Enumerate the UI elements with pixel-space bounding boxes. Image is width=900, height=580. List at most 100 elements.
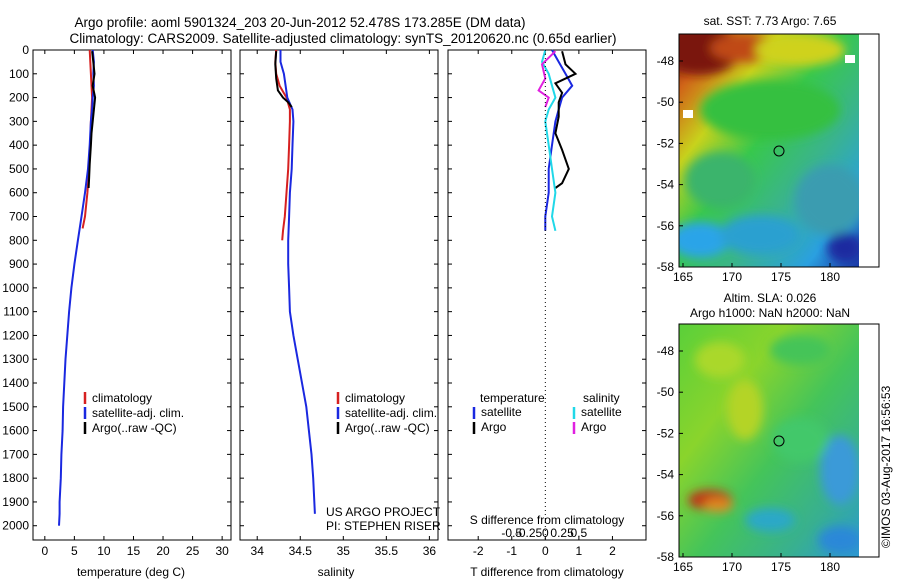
temperature-xlabel: temperature (deg C) bbox=[77, 565, 185, 579]
legend-label-t-satellite: satellite bbox=[481, 405, 522, 419]
y-tick-label: 1500 bbox=[2, 400, 29, 414]
x-tick-label-T: 1 bbox=[576, 544, 583, 558]
y-tick-label: 900 bbox=[9, 257, 29, 271]
salinity-plot-frame bbox=[239, 49, 439, 541]
project-credit: US ARGO PROJECT bbox=[326, 505, 441, 519]
salinity-axes: 34 34.5 35 35.5 36 bbox=[240, 49, 438, 558]
figure-title-line1: Argo profile: aoml 5901324_203 20-Jun-20… bbox=[74, 15, 525, 30]
difference-xlabel-top: S difference from climatology bbox=[470, 513, 625, 527]
sst-map-title: sat. SST: 7.73 Argo: 7.65 bbox=[704, 14, 837, 28]
y-tick-label: 800 bbox=[9, 233, 29, 247]
temperature-series bbox=[58, 49, 97, 526]
y-tick-label: 1700 bbox=[2, 447, 29, 461]
x-tick-label: 0 bbox=[41, 544, 48, 558]
y-tick-label: 1000 bbox=[2, 281, 29, 295]
y-tick-label: 0 bbox=[22, 43, 29, 57]
y-tick-label: 400 bbox=[9, 138, 29, 152]
sst-map bbox=[679, 34, 859, 267]
sst-map-frame bbox=[678, 33, 880, 268]
map-x-tick-label: 170 bbox=[722, 270, 742, 284]
y-tick-label: 1300 bbox=[2, 352, 29, 366]
x-tick-label: 34.5 bbox=[289, 544, 313, 558]
imos-watermark: ©IMOS 03-Aug-2017 16:56:53 bbox=[879, 385, 893, 548]
series-line-satellite bbox=[58, 49, 95, 526]
difference-axes: -2 -1 0 1 2-0.5-0.25 0 0.250.5 bbox=[448, 49, 646, 558]
legend-label-s-argo: Argo bbox=[581, 420, 607, 434]
map-y-tick-label: -48 bbox=[657, 54, 675, 68]
series-line-satellite_salinity_diff bbox=[540, 49, 557, 232]
x-tick-label-T: 2 bbox=[609, 544, 616, 558]
figure-title-line2: Climatology: CARS2009. Satellite-adjuste… bbox=[69, 31, 616, 46]
y-tick-label: 1600 bbox=[2, 424, 29, 438]
temperature-legend: climatology satellite-adj. clim. Argo(..… bbox=[83, 391, 184, 435]
map-x-tick-label: 175 bbox=[771, 270, 791, 284]
legend-label-climatology: climatology bbox=[345, 391, 405, 405]
map-x-tick-label: 165 bbox=[673, 560, 693, 574]
map-x-tick-label: 170 bbox=[722, 560, 742, 574]
map-y-tick-label: -52 bbox=[657, 136, 675, 150]
x-tick-label: 15 bbox=[127, 544, 141, 558]
legend-label-satellite: satellite-adj. clim. bbox=[345, 406, 437, 420]
legend-title-salinity: salinity bbox=[583, 391, 620, 405]
difference-series bbox=[537, 49, 578, 232]
profile-location-marker-sla bbox=[773, 435, 785, 447]
x-tick-label: 30 bbox=[215, 544, 229, 558]
series-line-argo bbox=[87, 51, 97, 189]
x-tick-label-S: -0.5 bbox=[501, 526, 522, 540]
difference-plot-frame bbox=[447, 49, 647, 541]
y-tick-label: 500 bbox=[9, 162, 29, 176]
profile-location-marker bbox=[773, 145, 785, 157]
y-tick-label: 1200 bbox=[2, 328, 29, 342]
y-tick-label: 600 bbox=[9, 186, 29, 200]
map-y-tick-label: -50 bbox=[657, 95, 675, 109]
x-tick-label-T: 0 bbox=[542, 544, 549, 558]
temperature-axes: 0100200300400500600700800900100011001200… bbox=[2, 43, 231, 558]
map-x-tick-label: 175 bbox=[771, 560, 791, 574]
x-tick-label-S: 0 bbox=[542, 526, 549, 540]
sla-map-frame bbox=[678, 323, 880, 558]
x-tick-label: 35.5 bbox=[375, 544, 399, 558]
y-tick-label: 1900 bbox=[2, 495, 29, 509]
difference-legend: temperature salinity satellite Argo sate… bbox=[472, 391, 622, 434]
legend-label-t-argo: Argo bbox=[481, 420, 507, 434]
legend-label-argo: Argo(..raw -QC) bbox=[345, 421, 430, 435]
x-tick-label-T: -2 bbox=[473, 544, 484, 558]
x-tick-label: 34 bbox=[251, 544, 265, 558]
x-tick-label-S: 0.5 bbox=[571, 526, 588, 540]
salinity-xlabel: salinity bbox=[318, 565, 355, 579]
y-tick-label: 300 bbox=[9, 114, 29, 128]
x-tick-label-S: 0.25 bbox=[550, 526, 574, 540]
series-line-argo bbox=[274, 51, 293, 108]
series-line-satellite bbox=[279, 50, 316, 514]
temperature-plot-frame bbox=[32, 49, 232, 541]
map-y-tick-label: -54 bbox=[657, 468, 675, 482]
x-tick-label: 5 bbox=[71, 544, 78, 558]
x-tick-label: 36 bbox=[423, 544, 437, 558]
y-tick-label: 2000 bbox=[2, 519, 29, 533]
map-y-tick-label: -50 bbox=[657, 385, 675, 399]
y-tick-label: 100 bbox=[9, 67, 29, 81]
sst-map-axes: 165 170 175 180 -48 -50 -52 -54 -56 -58 bbox=[657, 54, 841, 284]
map-x-tick-label: 165 bbox=[673, 270, 693, 284]
pi-credit: PI: STEPHEN RISER bbox=[326, 519, 441, 533]
x-tick-label: 10 bbox=[97, 544, 111, 558]
legend-label-argo: Argo(..raw -QC) bbox=[92, 421, 177, 435]
sla-map-axes: 165 170 175 180 -48 -50 -52 -54 -56 -58 bbox=[657, 344, 841, 574]
x-tick-label: 25 bbox=[186, 544, 200, 558]
map-y-tick-label: -52 bbox=[657, 426, 675, 440]
sla-map bbox=[679, 324, 859, 557]
series-line-argo bbox=[553, 50, 578, 189]
map-y-tick-label: -58 bbox=[657, 260, 675, 274]
map-y-tick-label: -58 bbox=[657, 550, 675, 564]
map-y-tick-label: -56 bbox=[657, 219, 675, 233]
legend-label-satellite: satellite-adj. clim. bbox=[92, 406, 184, 420]
legend-label-s-satellite: satellite bbox=[581, 405, 622, 419]
map-y-tick-label: -48 bbox=[657, 344, 675, 358]
difference-xlabel-bottom: T difference from climatology bbox=[470, 565, 624, 579]
salinity-series bbox=[274, 49, 316, 514]
x-tick-label: 35 bbox=[337, 544, 351, 558]
map-y-tick-label: -54 bbox=[657, 178, 675, 192]
series-line-satellite bbox=[544, 49, 574, 231]
legend-label-climatology: climatology bbox=[92, 391, 152, 405]
y-tick-label: 200 bbox=[9, 91, 29, 105]
